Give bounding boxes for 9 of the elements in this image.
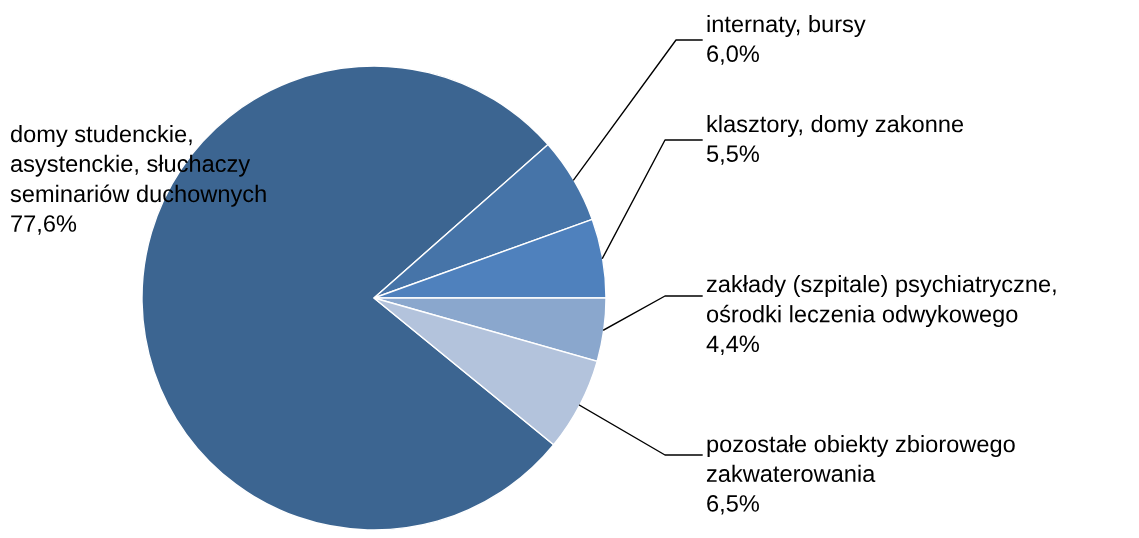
data-label: 5,5% [706,145,759,165]
slice-label: internaty, bursy [707,15,866,38]
slice-label: zakłady (szpitale) psychiatryczne, ośrodki leczenia odwykowego [706,275,1056,328]
data-label: 6,0% [707,45,759,65]
data-label: 4,4% [706,335,759,355]
data-label: 77,6% [11,215,77,235]
slice-label: pozostałe obiekty zbiorowego zakwaterowania [706,435,1015,483]
slice-label: klasztory, domy zakonne [707,115,964,138]
data-label: 6,5% [707,495,759,515]
